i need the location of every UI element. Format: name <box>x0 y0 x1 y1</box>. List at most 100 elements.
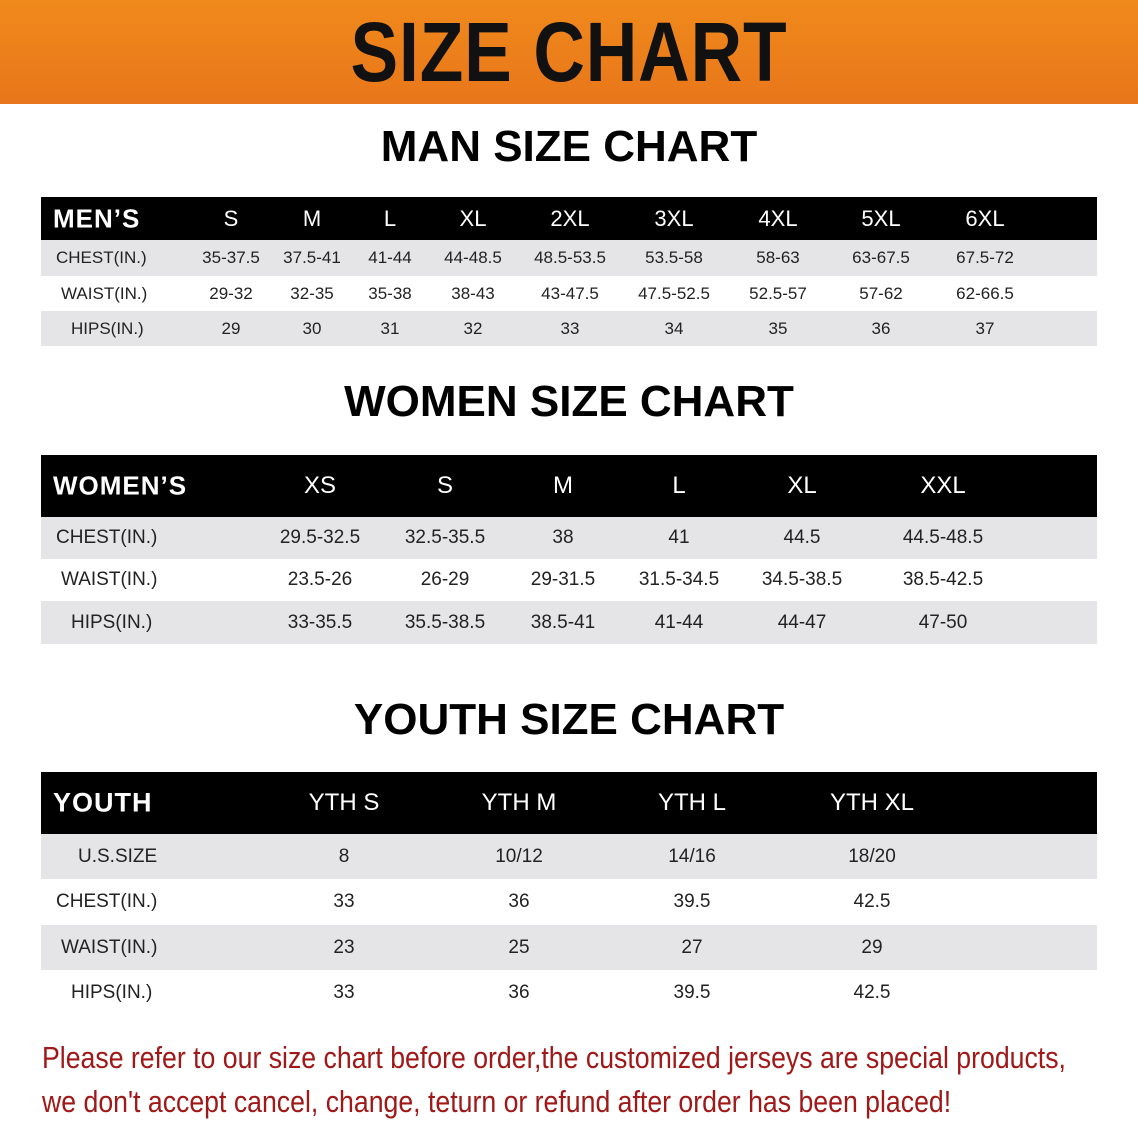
table-cell: 52.5-57 <box>749 283 807 303</box>
size-header: S <box>223 205 239 231</box>
table-row: CHEST(IN.) 33 36 39.5 42.5 <box>41 879 1097 925</box>
table-row: WAIST(IN.) 23 25 27 29 <box>41 925 1097 970</box>
table-cell: 41-44 <box>654 611 704 633</box>
table-row: CHEST(IN.) 35-37.5 37.5-41 41-44 44-48.5 48.5… <box>41 240 1097 276</box>
table-cell: 38-43 <box>451 283 495 303</box>
table-cell: 32 <box>463 318 483 338</box>
header-label: YOUTH <box>53 787 153 818</box>
table-cell: 63-67.5 <box>852 248 910 267</box>
row-label: HIPS(IN.) <box>71 611 153 633</box>
row-label: CHEST(IN.) <box>56 527 158 548</box>
row-label: WAIST(IN.) <box>61 936 158 958</box>
header-label: MEN’S <box>53 203 141 233</box>
table-cell: 42.5 <box>853 981 891 1003</box>
table-cell: 31.5-34.5 <box>638 569 720 590</box>
table-row: WAIST(IN.) 29-32 32-35 35-38 38-43 43-47.5 47.… <box>41 276 1097 311</box>
table-cell: 18/20 <box>848 845 896 867</box>
table-cell: 53.5-58 <box>645 248 703 267</box>
row-label: CHEST(IN.) <box>56 891 158 912</box>
size-header: S <box>436 472 454 499</box>
table-cell: 38.5-41 <box>530 611 596 633</box>
table-cell: 32.5-35.5 <box>404 527 486 548</box>
table-cell: 29 <box>861 936 883 958</box>
row-label: U.S.SIZE <box>78 845 158 867</box>
size-header: YTH L <box>657 789 727 816</box>
size-header: 3XL <box>654 205 694 231</box>
row-label: WAIST(IN.) <box>61 283 148 303</box>
table-cell: 35.5-38.5 <box>404 611 486 633</box>
notice-line-2: we don't accept cancel, change, teturn o… <box>42 1084 952 1119</box>
table-cell: 36 <box>871 318 891 338</box>
men-size-table: MEN’S S M L XL 2XL 3XL 4XL 5XL 6XL CHEST(IN.) 35-37… <box>41 197 1097 346</box>
size-header: XL <box>787 472 817 499</box>
table-cell: 35 <box>768 318 788 338</box>
table-cell: 38 <box>552 527 574 548</box>
size-header: 4XL <box>758 205 798 231</box>
size-header: M <box>302 205 322 231</box>
table-cell: 36 <box>508 981 530 1003</box>
table-cell: 34.5-38.5 <box>761 569 843 590</box>
table-cell: 67.5-72 <box>956 248 1014 267</box>
table-cell: 44-47 <box>777 611 827 633</box>
table-cell: 23.5-26 <box>287 569 353 590</box>
size-header: XS <box>303 472 337 499</box>
youth-size-table: YOUTH YTH S YTH M YTH L YTH XL U.S.SIZE 8 10/12… <box>41 772 1097 1015</box>
table-cell: 35-37.5 <box>202 248 260 267</box>
banner-title: SIZE CHART <box>350 4 788 99</box>
size-header: 5XL <box>861 205 901 231</box>
table-cell: 30 <box>302 318 322 338</box>
table-cell: 37 <box>975 318 995 338</box>
row-label: HIPS(IN.) <box>71 318 144 338</box>
size-header: XL <box>459 205 487 231</box>
size-header: XXL <box>920 472 966 499</box>
size-header: YTH M <box>481 789 557 816</box>
table-cell: 41-44 <box>368 248 412 267</box>
table-cell: 32-35 <box>290 283 334 303</box>
header-label: WOMEN’S <box>53 470 188 501</box>
size-header: M <box>553 472 573 499</box>
table-cell: 33 <box>333 981 355 1003</box>
table-row: U.S.SIZE 8 10/12 14/16 18/20 <box>41 834 1097 879</box>
row-label: CHEST(IN.) <box>56 248 147 267</box>
table-cell: 10/12 <box>495 845 543 867</box>
size-header: YTH S <box>308 789 380 816</box>
table-cell: 33 <box>333 891 355 912</box>
size-header: 6XL <box>965 205 1005 231</box>
table-cell: 41 <box>668 527 690 548</box>
table-cell: 57-62 <box>859 283 903 303</box>
row-label: WAIST(IN.) <box>61 569 158 590</box>
row-label: HIPS(IN.) <box>71 981 153 1003</box>
table-cell: 8 <box>338 845 350 867</box>
table-cell: 44.5-48.5 <box>902 527 984 548</box>
table-cell: 47-50 <box>918 611 968 633</box>
table-cell: 29-32 <box>209 283 253 303</box>
size-header: L <box>383 205 397 231</box>
table-cell: 43-47.5 <box>541 283 599 303</box>
youth-title: YOUTH SIZE CHART <box>353 695 785 744</box>
women-size-table: WOMEN’S XS S M L XL XXL CHEST(IN.) 29.5-32.5 32.5… <box>41 455 1097 644</box>
table-cell: 29-31.5 <box>530 569 596 590</box>
table-row: HIPS(IN.) 33 36 39.5 42.5 <box>41 970 1097 1015</box>
table-cell: 39.5 <box>673 891 711 912</box>
table-cell: 39.5 <box>673 981 711 1003</box>
table-cell: 29.5-32.5 <box>279 527 361 548</box>
table-cell: 33-35.5 <box>287 611 353 633</box>
table-cell: 37.5-41 <box>283 248 341 267</box>
table-row: CHEST(IN.) 29.5-32.5 32.5-35.5 38 41 44.5 44.5… <box>41 517 1097 559</box>
table-cell: 42.5 <box>853 891 891 912</box>
table-cell: 23 <box>333 936 355 958</box>
size-header: 2XL <box>550 205 590 231</box>
table-cell: 29 <box>221 318 241 338</box>
table-cell: 38.5-42.5 <box>902 569 984 590</box>
table-row: HIPS(IN.) 29 30 31 32 33 34 35 36 37 <box>41 311 1097 346</box>
table-cell: 58-63 <box>756 248 800 267</box>
table-row: WAIST(IN.) 23.5-26 26-29 29-31.5 31.5-34.5 34… <box>41 559 1097 601</box>
table-cell: 62-66.5 <box>956 283 1014 303</box>
table-cell: 26-29 <box>420 569 470 590</box>
table-cell: 44.5 <box>783 527 821 548</box>
notice-line-1: Please refer to our size chart before or… <box>42 1040 1066 1075</box>
size-header: L <box>672 472 686 499</box>
notice: Please refer to our size chart before or… <box>42 1036 1066 1124</box>
table-cell: 34 <box>664 318 684 338</box>
table-cell: 25 <box>508 936 530 958</box>
